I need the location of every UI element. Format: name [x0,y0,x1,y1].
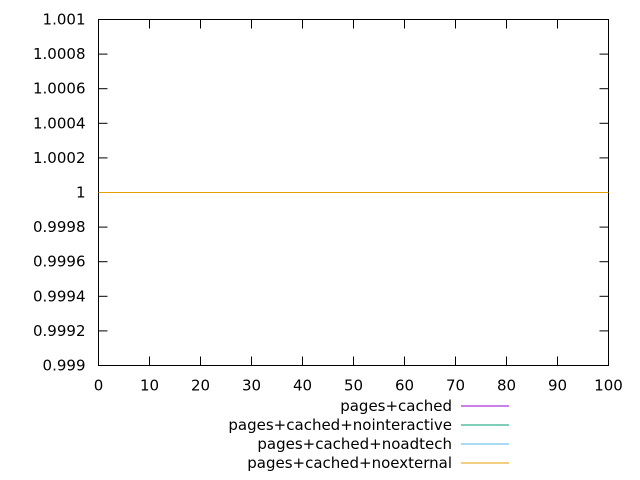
axis-ticks: 0.999 0.9992 0.9994 0.9996 0.9998 1 1.0002 1.00… [33,11,623,395]
x-tick-label: 60 [395,377,414,395]
y-tick-label: 1 [76,184,86,202]
y-tick-label: 0.9996 [33,253,86,271]
legend: pages+cachedpages+cached+nointeractivepa… [228,397,509,472]
x-tick-label: 100 [594,377,623,395]
x-tick-label: 40 [293,377,312,395]
y-tick-label: 1.0002 [33,149,86,167]
y-tick-label: 1.0008 [33,45,86,63]
x-tick-label: 10 [140,377,159,395]
y-tick-label: 1.0004 [33,114,86,132]
legend-label: pages+cached+nointeractive [228,416,452,434]
y-tick-label: 1.0006 [33,80,86,98]
legend-label: pages+cached+noadtech [257,435,452,453]
x-tick-label: 30 [242,377,261,395]
y-tick-label: 1.001 [43,11,86,29]
legend-label: pages+cached+noexternal [247,454,452,472]
y-tick-label: 0.999 [43,357,86,375]
y-tick-label: 0.9998 [33,218,86,236]
y-tick-label: 0.9994 [33,287,86,305]
y-tick-label: 0.9992 [33,322,86,340]
x-tick-label: 70 [446,377,465,395]
x-tick-label: 80 [497,377,516,395]
x-tick-label: 0 [94,377,104,395]
x-tick-label: 90 [548,377,567,395]
x-tick-label: 50 [344,377,363,395]
legend-label: pages+cached [340,397,452,415]
x-tick-label: 20 [191,377,210,395]
